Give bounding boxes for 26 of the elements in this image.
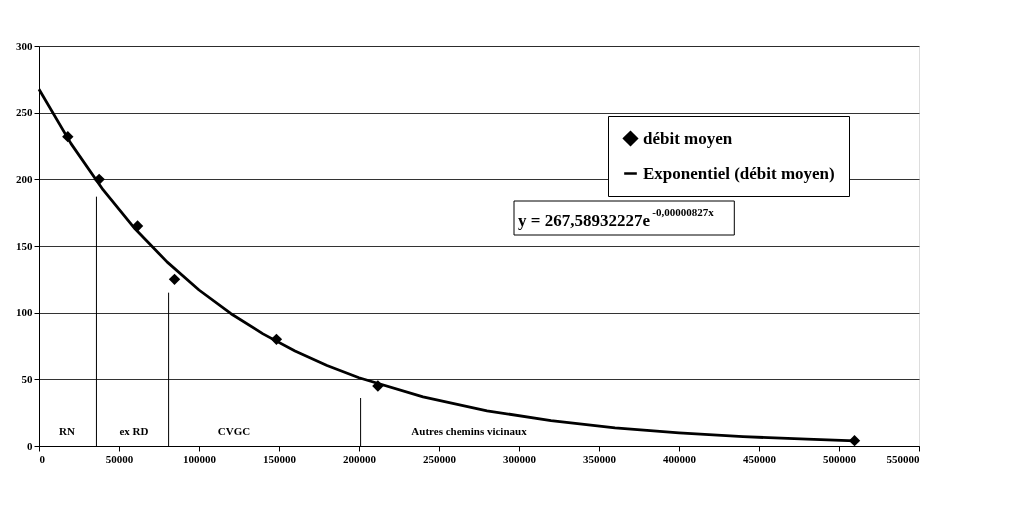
- annotation: RN: [59, 425, 75, 437]
- x-tick-label: 450000: [743, 452, 777, 465]
- annotation: CVGC: [217, 425, 251, 437]
- point: [168, 273, 181, 286]
- x-tick-label: 400000: [663, 452, 697, 465]
- x-tick-label: 500000: [823, 452, 857, 465]
- annotation: Autres chemins vicinaux: [411, 425, 528, 437]
- y-tick-label: 100: [16, 306, 33, 319]
- y-tick-label: 250: [16, 106, 33, 119]
- x-tick-label: 150000: [263, 452, 297, 465]
- x-tick-label: 550000: [886, 452, 920, 465]
- x-tick-label: 200000: [343, 452, 377, 465]
- x-tick-label: 350000: [583, 452, 617, 465]
- y-tick-label: 300: [16, 39, 33, 52]
- x-tick-label: 0: [39, 452, 46, 465]
- legend-label: Exponentiel (débit moyen): [643, 163, 835, 183]
- y-tick-label: 200: [16, 172, 33, 185]
- x-tick-label: 100000: [183, 452, 217, 465]
- legend-label: débit moyen: [643, 128, 733, 148]
- annotation: ex RD: [119, 425, 149, 437]
- x-tick-label: 300000: [503, 452, 537, 465]
- x-tick-label: 250000: [423, 452, 457, 465]
- y-tick-label: 150: [16, 239, 33, 252]
- y-tick-label: 50: [21, 372, 33, 385]
- y-tick-label: 0: [27, 439, 33, 452]
- x-tick-label: 50000: [105, 452, 134, 465]
